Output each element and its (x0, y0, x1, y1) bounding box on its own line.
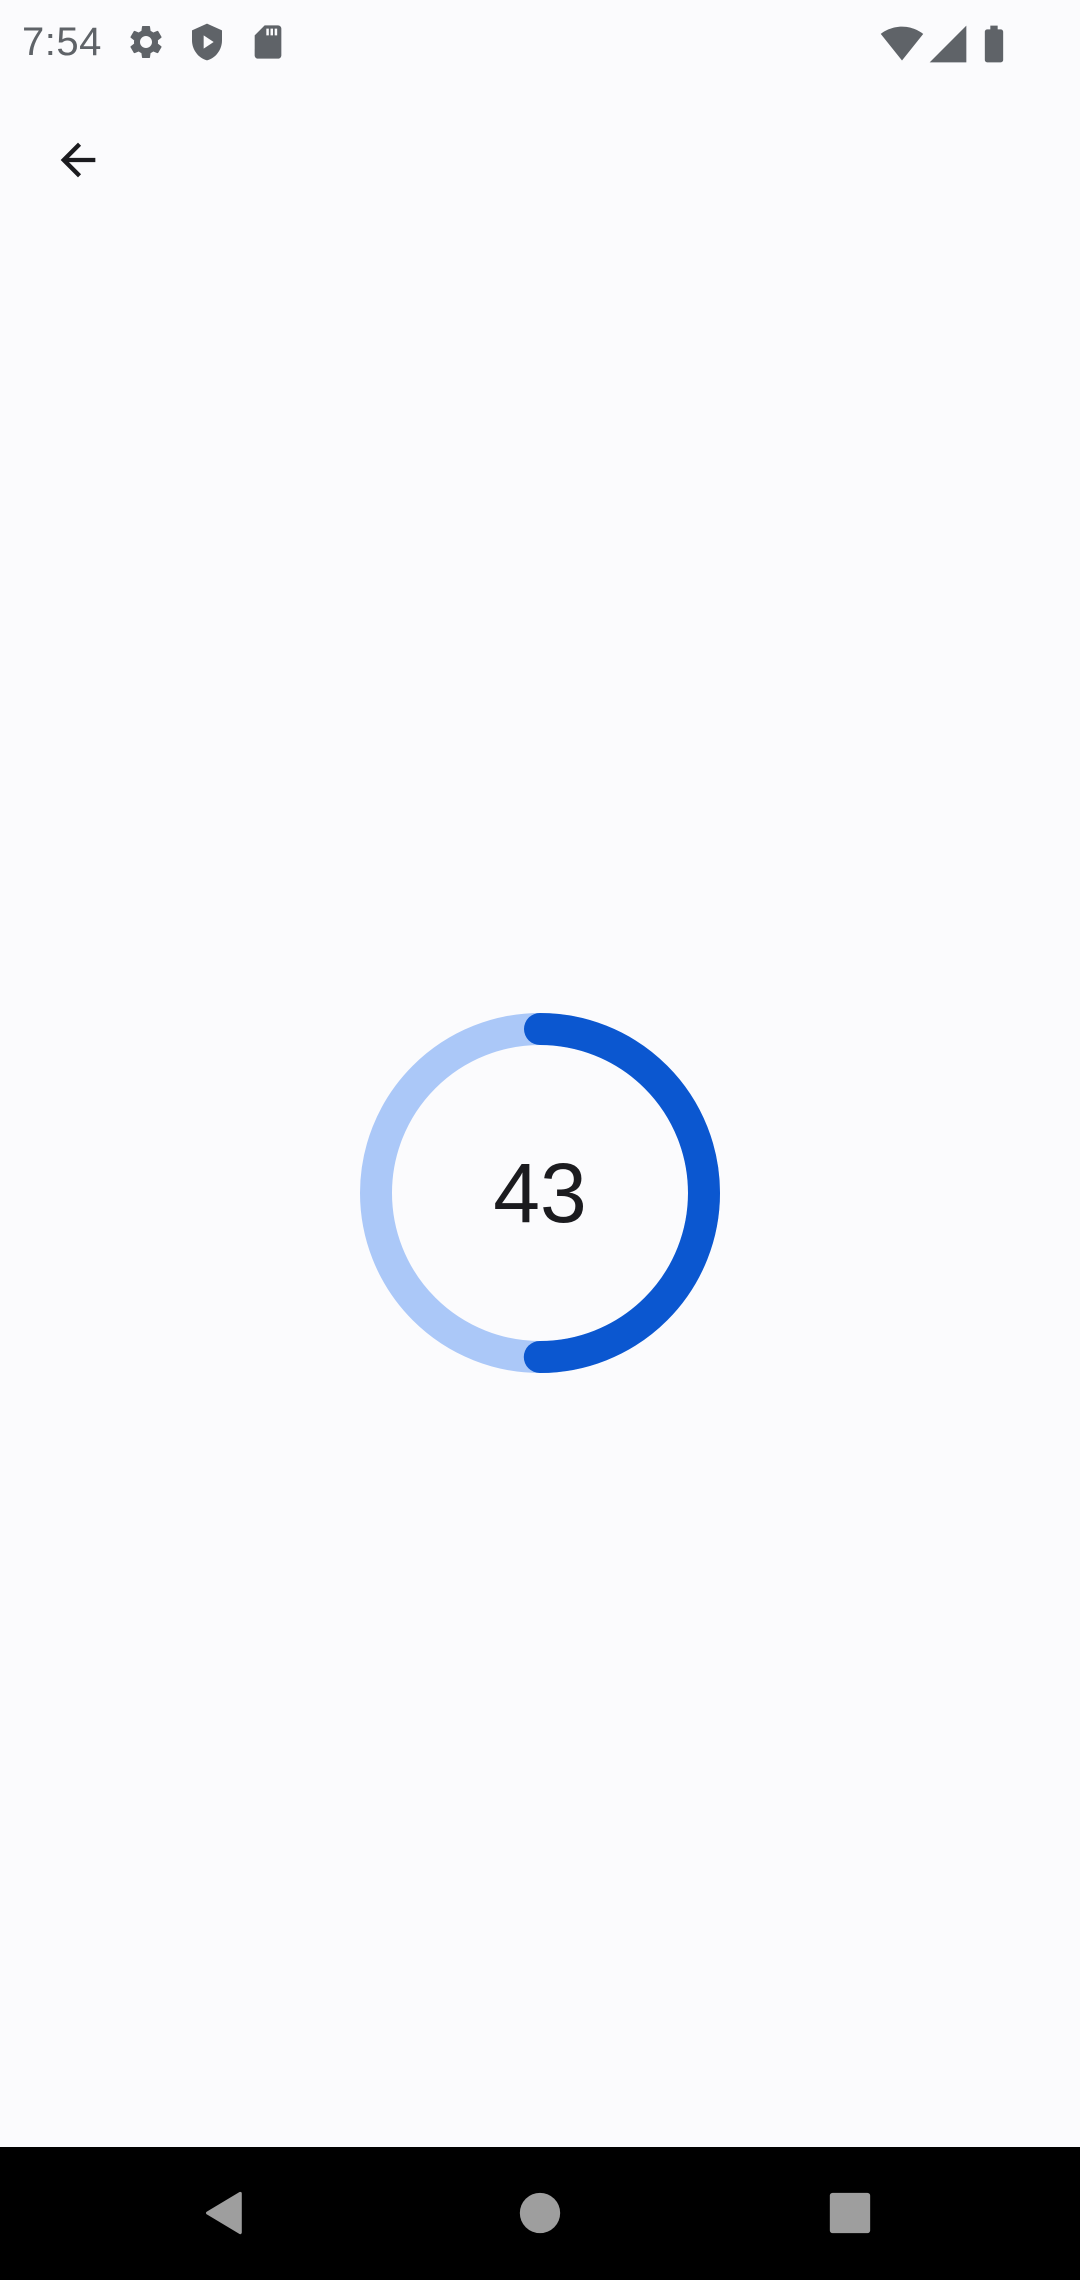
cellular-signal-icon (926, 22, 970, 66)
circular-progress-indicator: 43 (355, 1008, 725, 1378)
battery-icon (972, 22, 1016, 66)
wifi-icon (880, 22, 924, 66)
system-navigation-bar (0, 2147, 1080, 2280)
status-time: 7:54 (22, 20, 102, 64)
back-triangle-icon (206, 2191, 242, 2235)
recents-square-icon (829, 2192, 871, 2234)
progress-indicator-arc (360, 1013, 720, 1373)
home-circle-icon (519, 2192, 561, 2234)
progress-value: 43 (493, 1145, 587, 1240)
nav-recents-button[interactable] (804, 2167, 896, 2259)
status-bar: 7:54 (0, 0, 1080, 88)
play-protect-shield-icon (187, 22, 227, 62)
nav-back-button[interactable] (179, 2167, 271, 2259)
back-button[interactable] (38, 120, 118, 200)
sd-card-icon (248, 22, 288, 62)
nav-home-button[interactable] (494, 2167, 586, 2259)
arrow-back-icon (60, 142, 96, 178)
settings-gear-icon (126, 22, 166, 62)
